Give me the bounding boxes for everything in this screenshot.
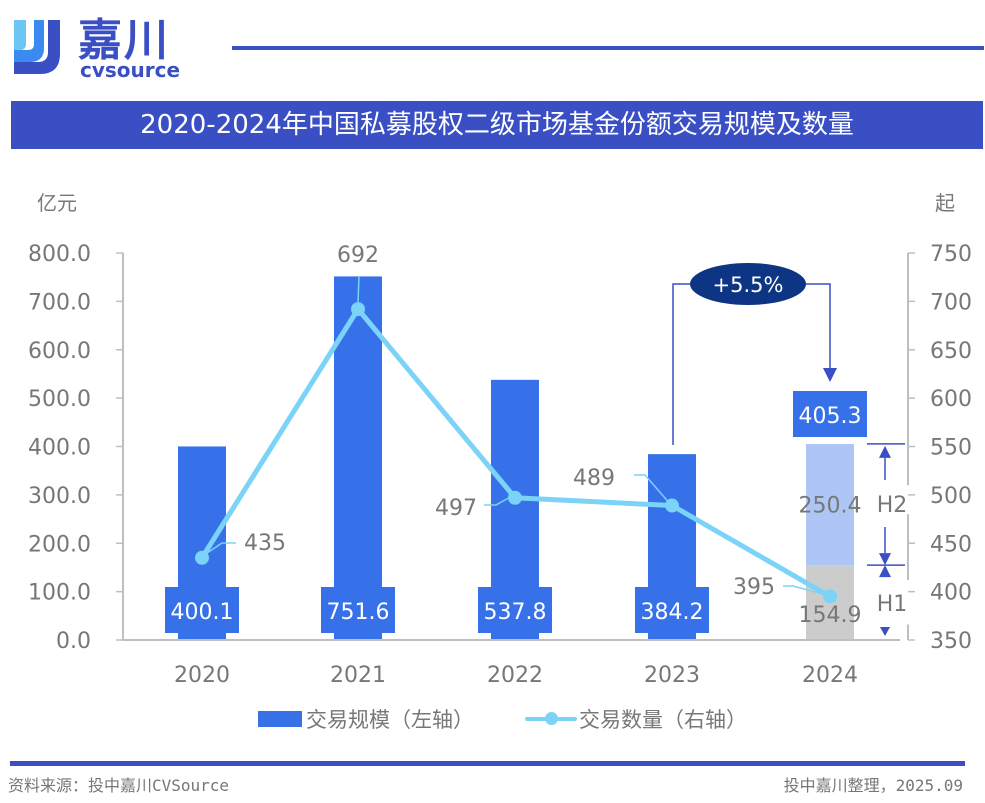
- x-axis: 2020 2021 2022 2023 2024: [123, 639, 900, 688]
- bar-value-label-box: [165, 587, 239, 633]
- count-label: 395: [733, 575, 775, 600]
- left-axis-tick-label: 800.0: [28, 242, 91, 267]
- right-axis-tick-label: 650: [930, 339, 972, 364]
- left-axis-tick-label: 100.0: [28, 581, 91, 606]
- line-series: 435 692 497 489 395: [195, 243, 837, 604]
- count-label: 692: [337, 243, 379, 268]
- growth-annotation: +5.5%: [672, 263, 837, 445]
- h2-up-arrow-icon: [879, 445, 891, 458]
- right-axis-tick-label: 400: [930, 581, 972, 606]
- left-axis-tick-label: 0.0: [56, 629, 91, 654]
- right-axis: 350 400 450 500 550 600 650 700 750: [907, 242, 972, 654]
- right-axis-tick-label: 550: [930, 436, 972, 461]
- legend: 交易规模（左轴） 交易数量（右轴）: [0, 700, 985, 734]
- left-axis-unit: 亿元: [37, 191, 77, 215]
- right-axis-unit: 起: [935, 191, 955, 215]
- legend-bar-swatch-icon: [258, 711, 302, 727]
- annotation-connector: [672, 283, 730, 445]
- source-note: 资料来源：投中嘉川CVSource: [8, 776, 230, 795]
- bar-series: 400.1 751.6 537.8 384.2: [165, 276, 709, 640]
- count-label: 435: [244, 531, 286, 556]
- x-axis-tick-label: 2024: [802, 663, 858, 688]
- right-axis-tick-label: 700: [930, 290, 972, 315]
- annotation-connector: [800, 283, 831, 370]
- x-axis-tick-label: 2021: [330, 663, 386, 688]
- left-axis-tick-label: 500.0: [28, 387, 91, 412]
- bar-value-label: 384.2: [641, 600, 704, 625]
- logo-text-cn: 嘉川: [78, 15, 170, 66]
- bar-2024-total-label-box: [793, 391, 867, 437]
- left-axis-tick-label: 200.0: [28, 532, 91, 557]
- count-label-leader: [484, 497, 510, 506]
- count-point: [665, 498, 679, 513]
- legend-line-label: 交易数量（右轴）: [579, 708, 747, 732]
- h1-up-arrow-icon: [879, 565, 891, 578]
- legend-item-line[interactable]: 交易数量（右轴）: [525, 704, 747, 734]
- legend-line-swatch-icon: [525, 712, 577, 726]
- left-axis-tick-label: 600.0: [28, 339, 91, 364]
- left-axis-tick-label: 300.0: [28, 484, 91, 509]
- h1-label: H1: [877, 592, 908, 617]
- count-label: 497: [435, 496, 477, 521]
- x-axis-tick-label: 2020: [174, 663, 230, 688]
- chart-canvas: 亿元 起 0.0 100.0 200.0 300.0 400.0 500.0 600.0 70…: [28, 191, 972, 688]
- left-axis: 0.0 100.0 200.0 300.0 400.0 500.0 600.0 700.0 80…: [28, 242, 124, 654]
- chart-title: 2020-2024年中国私募股权二级市场基金份额交易规模及数量: [11, 101, 983, 149]
- h1-value-label: 154.9: [799, 603, 862, 628]
- bar-2024-h2: [806, 443, 854, 566]
- x-axis-tick-label: 2022: [487, 663, 543, 688]
- bar-value-label-box: [478, 587, 552, 633]
- right-axis-tick-label: 450: [930, 532, 972, 557]
- bar-value-label: 751.6: [327, 600, 390, 625]
- count-point: [195, 550, 209, 565]
- bar-value-label: 400.1: [171, 600, 234, 625]
- count-point: [823, 589, 837, 604]
- x-axis-tick-label: 2023: [644, 663, 700, 688]
- left-axis-tick-label: 700.0: [28, 290, 91, 315]
- right-axis-tick-label: 600: [930, 387, 972, 412]
- compiled-note: 投中嘉川整理，2025.09: [783, 776, 963, 795]
- right-axis-tick-label: 500: [930, 484, 972, 509]
- right-axis-tick-label: 750: [930, 242, 972, 267]
- h2-down-arrow-icon: [879, 553, 891, 566]
- left-axis-tick-label: 400.0: [28, 436, 91, 461]
- h2-label: H2: [877, 493, 908, 518]
- growth-badge-label: +5.5%: [713, 273, 784, 297]
- h1-h2-breakdown: 250.4 154.9 405.3 H2 H1: [793, 391, 907, 640]
- count-point: [508, 490, 522, 505]
- growth-badge: [690, 263, 806, 305]
- footer-rule: [10, 761, 965, 766]
- count-label: 489: [573, 466, 615, 491]
- count-label-leader: [357, 275, 360, 304]
- brand-logo: 嘉川 cvsource: [8, 6, 208, 82]
- count-label-leader: [634, 474, 669, 503]
- bar-value-label-box: [635, 587, 709, 633]
- count-point: [351, 302, 365, 317]
- h2-value-label: 250.4: [799, 494, 862, 519]
- count-label-leader: [783, 585, 825, 596]
- count-label-leader: [205, 542, 236, 555]
- bar-value-label-box: [321, 587, 395, 633]
- logo-text-en: cvsource: [80, 58, 181, 82]
- header-rule: [232, 46, 984, 50]
- annotation-arrow-icon: [823, 368, 837, 382]
- bar-value-label: 537.8: [484, 600, 547, 625]
- right-axis-tick-label: 350: [930, 629, 972, 654]
- logo-mark-icon: [14, 20, 60, 74]
- h1-down-arrow-icon: [880, 627, 890, 636]
- legend-bar-label: 交易规模（左轴）: [306, 708, 474, 732]
- bar-2024-total-label: 405.3: [799, 404, 862, 429]
- legend-item-bar[interactable]: 交易规模（左轴）: [258, 704, 474, 734]
